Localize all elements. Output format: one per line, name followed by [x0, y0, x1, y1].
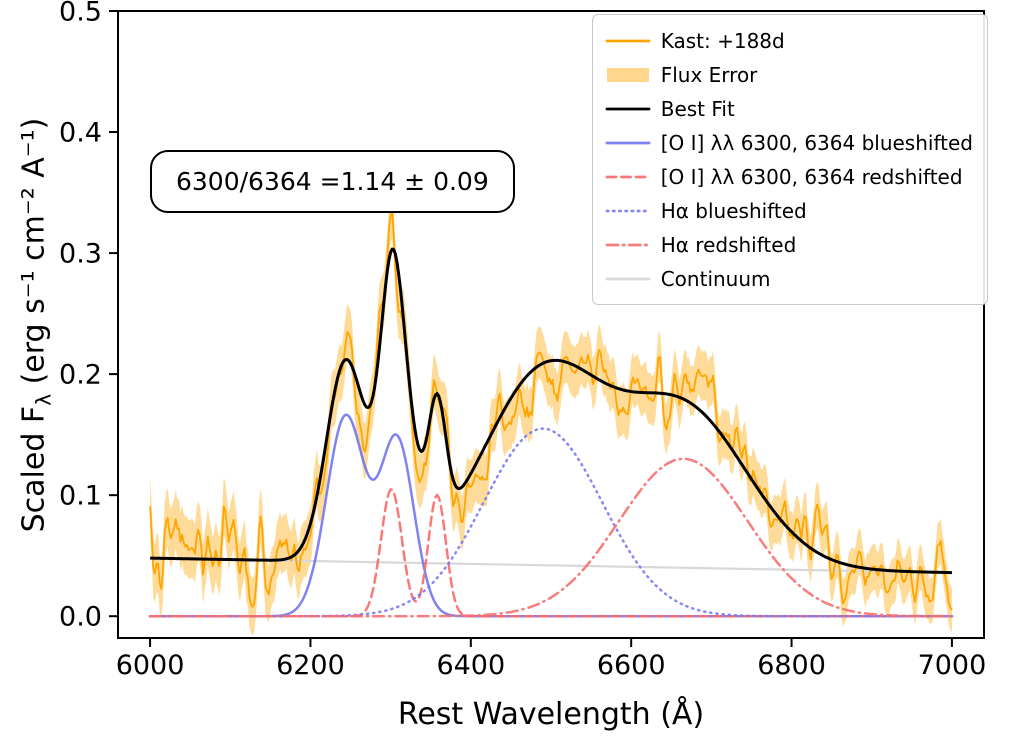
- legend-swatch-solid: [605, 141, 651, 144]
- legend-label: Best Fit: [660, 96, 735, 121]
- y-tick-label: 0.0: [59, 602, 102, 633]
- legend-item-3: [O I] λλ 6300, 6364 blueshifted: [605, 127, 973, 158]
- component-line-3: [148, 457, 954, 618]
- oxygen-ratio-text: 6300/6364 =1.14 ± 0.09: [176, 167, 489, 196]
- x-tick-label: 6000: [116, 650, 185, 681]
- legend-item-1: Flux Error: [605, 59, 973, 90]
- legend-item-7: Continuum: [605, 263, 973, 294]
- legend-swatch-line: [605, 39, 651, 42]
- legend-item-2: Best Fit: [605, 93, 973, 124]
- x-axis-label: Rest Wavelength (Å): [398, 697, 704, 732]
- legend-swatch-dotted: [605, 209, 651, 212]
- axes-frame: [117, 10, 985, 639]
- y-tick-label: 0.3: [59, 239, 102, 270]
- legend-swatch-line: [605, 107, 651, 110]
- legend-swatch-dashed: [605, 175, 651, 178]
- legend-label: [O I] λλ 6300, 6364 redshifted: [660, 164, 963, 189]
- y-axis-label: Scaled Fλ (erg s⁻¹ cm⁻² A⁻¹): [17, 118, 56, 533]
- legend-label: [O I] λλ 6300, 6364 blueshifted: [660, 130, 973, 155]
- y-tick-label: 0.5: [59, 0, 102, 28]
- legend-item-5: Hα blueshifted: [605, 195, 973, 226]
- x-tick-label: 6200: [276, 650, 345, 681]
- legend-label: Hα blueshifted: [660, 198, 807, 223]
- y-axis-label-subscript: λ: [31, 393, 56, 406]
- best-fit-line: [150, 247, 952, 575]
- y-axis-label-prefix: Scaled F: [16, 405, 52, 533]
- legend-label: Kast: +188d: [660, 28, 785, 53]
- legend-item-0: Kast: +188d: [605, 25, 973, 56]
- legend-label: Hα redshifted: [660, 232, 797, 257]
- legend-label: Flux Error: [660, 62, 758, 87]
- plot-area: [148, 183, 954, 636]
- x-tick-label: 7000: [918, 650, 987, 681]
- x-tick-label: 6400: [436, 650, 505, 681]
- legend: Kast: +188d Flux Error Best Fit [O I] λλ 63…: [591, 14, 988, 305]
- oxygen-ratio-annotation: 6300/6364 =1.14 ± 0.09: [150, 150, 515, 213]
- legend-swatch-dashdot: [605, 243, 651, 246]
- y-tick-label: 0.1: [59, 481, 102, 512]
- x-tick-label: 6600: [597, 650, 666, 681]
- legend-swatch-band: [606, 67, 649, 82]
- legend-item-4: [O I] λλ 6300, 6364 redshifted: [605, 161, 973, 192]
- legend-label: Continuum: [660, 266, 771, 291]
- x-axis-label-text: Rest Wavelength (Å): [397, 697, 705, 732]
- flux-error-band: [150, 183, 952, 636]
- spectrum-line: [149, 209, 953, 611]
- y-tick-label: 0.4: [59, 118, 102, 149]
- legend-swatch-line: [605, 277, 651, 280]
- legend-item-6: Hα redshifted: [605, 229, 973, 260]
- y-axis-label-units: (erg s⁻¹ cm⁻² A⁻¹): [16, 117, 52, 394]
- y-tick-label: 0.2: [59, 360, 102, 391]
- x-tick-label: 6800: [757, 650, 826, 681]
